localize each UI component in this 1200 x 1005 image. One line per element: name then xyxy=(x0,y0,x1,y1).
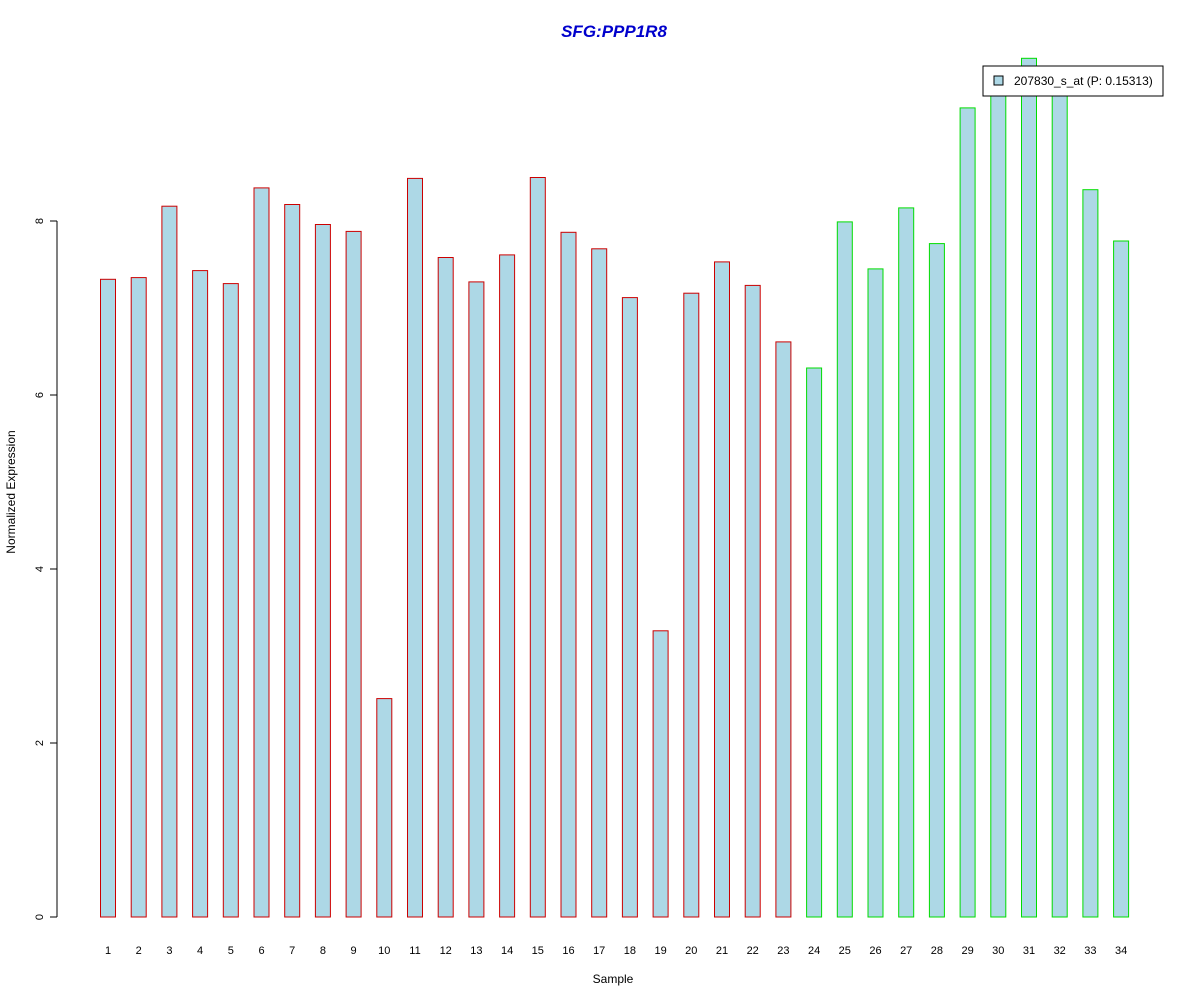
x-tick-label: 6 xyxy=(258,945,264,957)
bar-sample-8 xyxy=(314,224,331,918)
bar-sample-5 xyxy=(222,283,239,918)
bar-sample-14 xyxy=(499,254,516,918)
x-tick-label: 3 xyxy=(166,945,172,957)
bar-sample-32 xyxy=(1051,85,1068,918)
bar-sample-23 xyxy=(775,341,792,918)
y-tick-label: 0 xyxy=(34,914,46,920)
bar-sample-24 xyxy=(806,367,823,918)
bar-sample-19 xyxy=(652,630,669,918)
bar-sample-9 xyxy=(345,230,362,918)
x-tick-label: 30 xyxy=(992,945,1004,957)
x-tick-label: 21 xyxy=(716,945,728,957)
y-axis: 0 2 4 6 8 xyxy=(34,218,58,920)
legend-swatch xyxy=(993,75,1004,86)
bar-sample-26 xyxy=(867,268,884,918)
x-tick-label: 11 xyxy=(409,945,420,957)
x-tick-label: 2 xyxy=(136,945,142,957)
bar-sample-27 xyxy=(898,207,915,918)
bar-sample-20 xyxy=(683,292,700,918)
x-tick-label: 19 xyxy=(654,945,666,957)
legend-box xyxy=(982,65,1164,97)
x-tick-label: 18 xyxy=(624,945,636,957)
bar-sample-6 xyxy=(253,187,270,918)
y-axis-label: Normalized Expression xyxy=(4,430,18,553)
x-tick-label: 15 xyxy=(532,945,544,957)
x-tick-label: 23 xyxy=(777,945,789,957)
bar-sample-31 xyxy=(1021,57,1037,918)
x-tick-label: 22 xyxy=(747,945,759,957)
x-tick-label: 32 xyxy=(1054,945,1066,957)
bar-sample-13 xyxy=(468,281,485,918)
x-tick-label: 13 xyxy=(470,945,482,957)
bar-sample-33 xyxy=(1082,189,1099,918)
bar-sample-18 xyxy=(621,297,638,918)
x-tick-label: 31 xyxy=(1023,945,1035,957)
legend-label: 207830_s_at (P: 0.15313) xyxy=(1014,74,1153,88)
x-tick-label: 33 xyxy=(1084,945,1096,957)
x-tick-label: 26 xyxy=(869,945,881,957)
x-tick-label: 28 xyxy=(931,945,943,957)
bar-sample-21 xyxy=(714,261,730,918)
x-tick-label: 16 xyxy=(562,945,574,957)
x-tick-label: 34 xyxy=(1115,945,1127,957)
bar-sample-29 xyxy=(959,107,976,918)
bar-sample-25 xyxy=(836,221,853,918)
x-tick-label: 1 xyxy=(105,945,111,957)
bars-group xyxy=(100,57,1130,918)
x-tick-label: 27 xyxy=(900,945,912,957)
x-tick-label: 29 xyxy=(961,945,973,957)
x-tick-labels: 1 2 3 4 5 6 7 8 9 10 11 12 13 14 15 16 17 18 19 20 21 22 23 24 2… xyxy=(105,945,1127,957)
x-tick-label: 7 xyxy=(289,945,295,957)
y-tick-label: 6 xyxy=(34,392,46,398)
x-tick-label: 4 xyxy=(197,945,203,957)
bar-sample-1 xyxy=(100,278,116,918)
bar-sample-10 xyxy=(376,698,393,918)
bar-sample-2 xyxy=(130,277,147,918)
x-tick-label: 10 xyxy=(378,945,390,957)
y-tick-label: 4 xyxy=(34,566,46,572)
x-tick-label: 25 xyxy=(839,945,851,957)
x-tick-label: 9 xyxy=(351,945,357,957)
bar-sample-17 xyxy=(591,248,608,918)
x-tick-label: 12 xyxy=(440,945,452,957)
bar-sample-4 xyxy=(192,270,209,918)
bar-sample-12 xyxy=(437,257,454,918)
bar-sample-11 xyxy=(407,177,423,918)
bar-sample-34 xyxy=(1113,240,1130,918)
x-tick-label: 17 xyxy=(593,945,605,957)
x-tick-label: 24 xyxy=(808,945,820,957)
x-axis-label: Sample xyxy=(593,972,634,986)
bar-sample-16 xyxy=(560,231,577,918)
x-tick-label: 20 xyxy=(685,945,697,957)
chart-title: SFG:PPP1R8 xyxy=(561,22,667,41)
x-tick-label: 14 xyxy=(501,945,513,957)
bar-sample-7 xyxy=(284,204,301,918)
bar-sample-30 xyxy=(990,85,1007,918)
bar-sample-28 xyxy=(928,243,945,918)
bar-sample-15 xyxy=(529,177,546,918)
bar-sample-3 xyxy=(161,205,178,918)
x-tick-label: 5 xyxy=(228,945,234,957)
bar-sample-22 xyxy=(744,284,761,918)
x-tick-label: 8 xyxy=(320,945,326,957)
legend: 207830_s_at (P: 0.15313) xyxy=(982,65,1164,97)
y-tick-label: 8 xyxy=(34,218,46,224)
y-tick-label: 2 xyxy=(34,740,46,746)
